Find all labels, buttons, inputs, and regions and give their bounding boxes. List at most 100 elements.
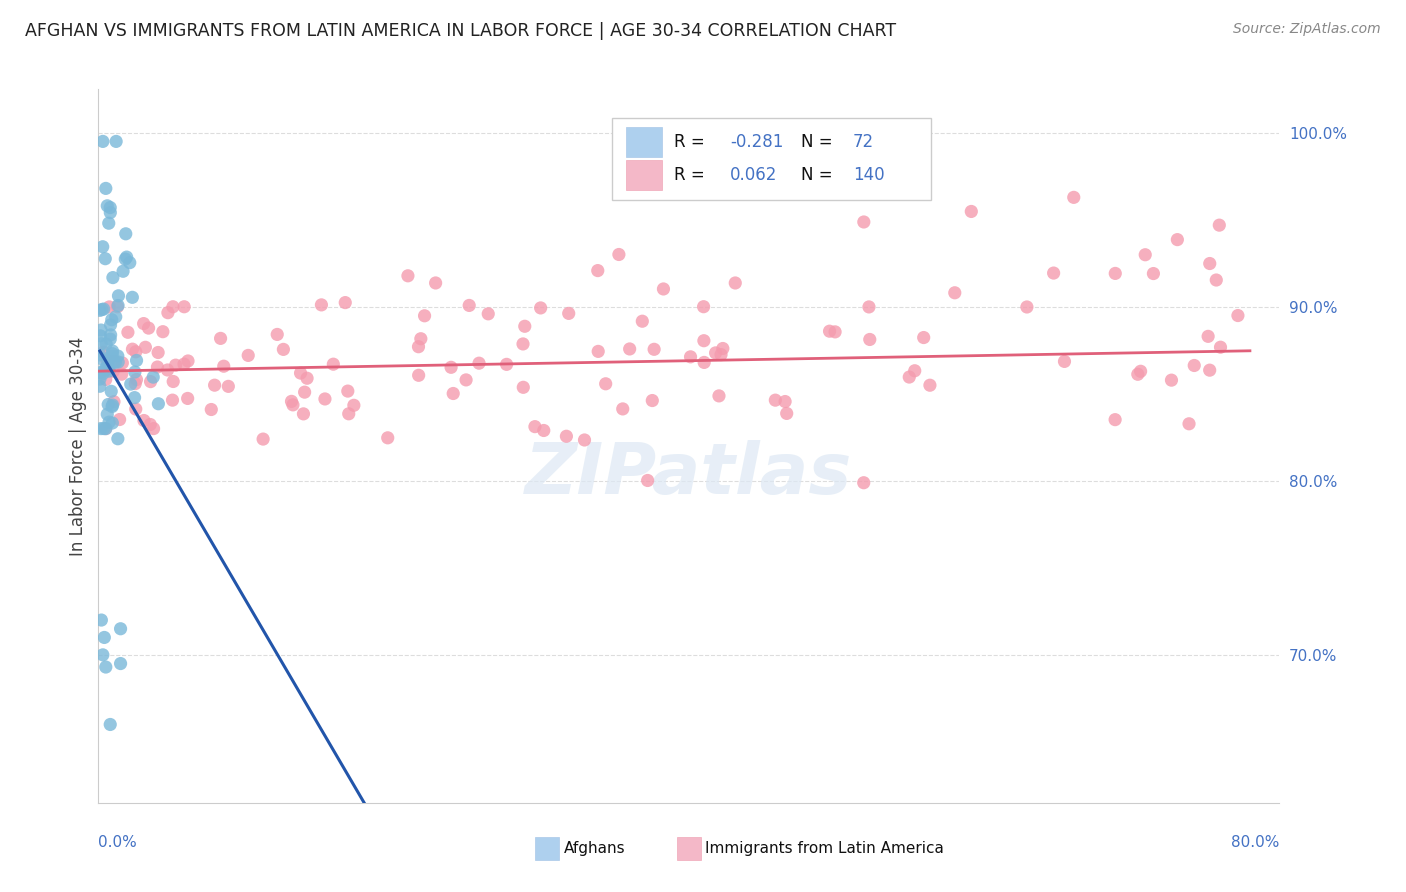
Point (90, 613, 112, 627)
Point (898, 370, 921, 384)
Point (555, 429, 578, 443)
Point (97, 397, 120, 411)
Y-axis label: In Labor Force | Age 30-34: In Labor Force | Age 30-34 (69, 336, 87, 556)
Point (711, 342, 734, 356)
Point (94, 361, 117, 376)
Point (89, 379, 111, 393)
Point (1053, 354, 1076, 368)
Point (101, 270, 124, 285)
Text: 0.0%: 0.0% (98, 835, 138, 850)
Point (1226, 309, 1249, 323)
Point (125, 373, 148, 387)
Point (458, 298, 481, 312)
Point (1063, 190, 1085, 204)
Point (94, 372, 117, 386)
Point (294, 385, 316, 400)
Point (724, 276, 747, 290)
Text: 72: 72 (853, 133, 875, 151)
Point (148, 397, 170, 411)
Point (858, 300, 880, 314)
Point (454, 373, 477, 387)
Point (852, 475, 875, 490)
Point (1198, 256, 1220, 270)
Point (98, 300, 121, 314)
Point (98, 415, 121, 429)
Point (377, 431, 399, 445)
Point (104, 310, 127, 324)
Point (204, 378, 226, 392)
Point (292, 407, 315, 421)
Point (124, 365, 146, 379)
Point (322, 357, 344, 371)
Text: -0.281: -0.281 (730, 133, 783, 151)
Point (110, 657, 132, 671)
Point (139, 375, 162, 389)
Point (165, 358, 187, 372)
Point (200, 402, 222, 417)
Point (138, 321, 160, 335)
Point (112, 264, 135, 278)
Point (679, 350, 702, 364)
Point (124, 376, 146, 391)
Point (142, 370, 165, 384)
Point (409, 332, 432, 346)
Point (111, 356, 134, 370)
Point (425, 276, 447, 290)
Point (98, 364, 121, 378)
Point (101, 400, 124, 414)
Point (90, 323, 112, 337)
Point (707, 389, 730, 403)
Text: 0.062: 0.062 (730, 166, 778, 184)
Point (574, 433, 596, 447)
Point (98, 205, 121, 219)
Point (93, 301, 115, 316)
Point (89, 366, 111, 380)
Point (89, 351, 111, 366)
Point (643, 343, 665, 357)
Point (94, 362, 117, 376)
Point (101, 398, 124, 412)
Point (607, 247, 630, 261)
Point (1104, 267, 1126, 281)
Bar (536, 837, 560, 860)
Point (595, 376, 617, 391)
Point (107, 349, 129, 363)
Point (103, 354, 125, 368)
Point (1135, 248, 1157, 262)
Point (693, 355, 716, 369)
Point (238, 348, 260, 362)
Point (115, 250, 138, 264)
Point (1042, 266, 1064, 280)
Point (162, 375, 184, 389)
Point (533, 424, 555, 438)
Point (98, 361, 121, 376)
Point (94, 421, 117, 435)
Point (104, 355, 127, 369)
Text: N =: N = (801, 166, 838, 184)
Point (408, 368, 430, 383)
Point (93, 421, 115, 435)
Point (252, 432, 274, 446)
Point (918, 378, 941, 392)
Point (652, 282, 675, 296)
Point (586, 344, 609, 359)
Point (89, 372, 111, 386)
Point (125, 344, 148, 359)
Point (90, 336, 112, 351)
Point (89, 303, 111, 318)
Point (100, 312, 122, 326)
Point (120, 377, 142, 392)
Point (107, 300, 129, 314)
Point (94, 660, 117, 674)
Point (132, 413, 155, 427)
Point (912, 330, 935, 344)
Text: Afghans: Afghans (564, 841, 626, 856)
Point (1182, 359, 1205, 373)
Point (1142, 267, 1164, 281)
Point (162, 393, 184, 408)
Point (103, 394, 125, 409)
Text: R =: R = (673, 166, 710, 184)
Point (290, 366, 312, 380)
Point (90, 302, 112, 317)
Point (1160, 373, 1182, 387)
